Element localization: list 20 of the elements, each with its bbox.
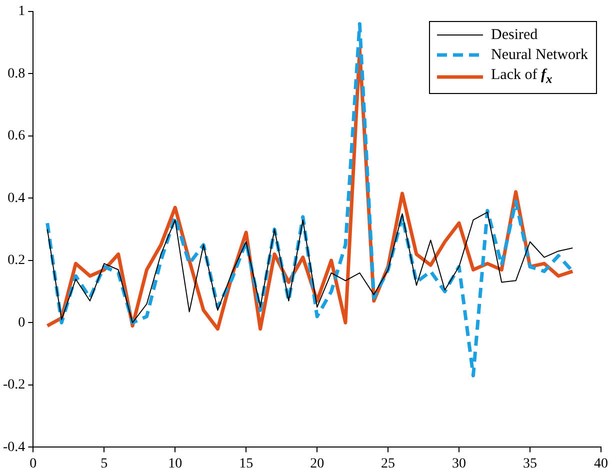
y-tick-label: 0.4: [8, 190, 26, 206]
legend-label: Lack of f$_{x}$: [491, 66, 552, 88]
x-tick-label: 15: [239, 456, 254, 472]
y-tick-label: 1: [18, 4, 26, 20]
y-tick-label: 0: [18, 315, 26, 330]
x-tick-label: 0: [30, 456, 37, 472]
y-tick-label: 0.2: [8, 253, 26, 268]
legend-label: Desired: [491, 26, 538, 46]
y-tick-label: -0.2: [2, 378, 26, 393]
x-tick-label: 30: [452, 456, 466, 472]
y-tick-label: 0.8: [8, 66, 26, 82]
x-tick-label: 20: [310, 456, 324, 472]
x-tick-label: 10: [168, 456, 182, 472]
y-tick-label: -0.4: [2, 440, 26, 455]
x-tick-label: 35: [523, 456, 538, 472]
x-tick-label: 5: [100, 456, 108, 472]
x-tick-label: 40: [594, 456, 608, 472]
y-tick-label: 0.6: [8, 128, 26, 144]
legend-label: Neural Network: [491, 46, 588, 66]
x-tick-label: 25: [381, 456, 396, 472]
